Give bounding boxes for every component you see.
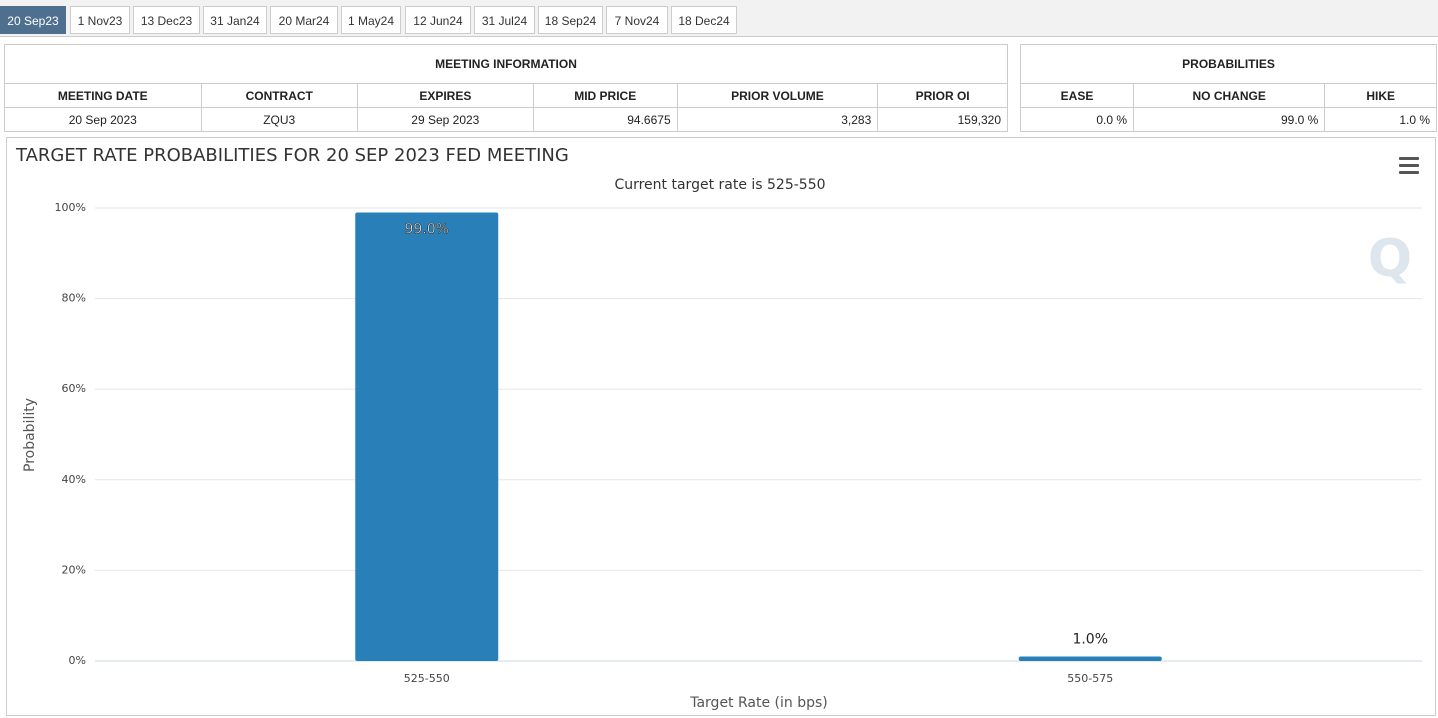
tab[interactable]: 31 Jan24 <box>203 6 267 34</box>
probabilities-table: PROBABILITIES EASE NO CHANGE HIKE 0.0 % 99.0 … <box>1019 44 1437 132</box>
column-header: MID PRICE <box>532 83 678 108</box>
y-tick-label: 40% <box>62 473 86 486</box>
column-header: HIKE <box>1324 83 1437 108</box>
column-header: MEETING DATE <box>4 83 202 108</box>
tab-bar: 20 Sep23 1 Nov23 13 Dec23 31 Jan24 20 Mar24 1… <box>0 0 1438 37</box>
y-tick-label: 20% <box>62 563 86 576</box>
y-tick-label: 100% <box>55 201 86 214</box>
x-tick-label: 550-575 <box>1067 672 1113 685</box>
chart-panel <box>6 137 1436 716</box>
tab[interactable]: 7 Nov24 <box>606 6 668 34</box>
tab[interactable]: 18 Sep24 <box>538 6 603 34</box>
title-row: PROBABILITIES <box>1020 44 1437 84</box>
y-tick-label: 60% <box>62 382 86 395</box>
cell: 29 Sep 2023 <box>356 107 534 132</box>
menu-button[interactable] <box>1399 157 1419 174</box>
y-tick-label: 0% <box>69 654 86 667</box>
tab[interactable]: 13 Dec23 <box>133 6 200 34</box>
header-row: MEETING DATE CONTRACT EXPIRES MID PRICE PRIO… <box>4 83 1008 108</box>
y-tick-label: 80% <box>62 292 86 305</box>
chart-title: TARGET RATE PROBABILITIES FOR 20 SEP 202… <box>15 145 569 166</box>
cell: 20 Sep 2023 <box>4 107 202 132</box>
menu-bar[interactable] <box>1399 164 1419 167</box>
data-row: 20 Sep 2023 ZQU3 29 Sep 2023 94.6675 3,283 15… <box>4 107 1008 132</box>
x-axis-label: Target Rate (in bps) <box>689 695 828 711</box>
cell: 1.0 % <box>1324 107 1437 132</box>
header-row: EASE NO CHANGE HIKE <box>1019 83 1437 108</box>
menu-bar[interactable] <box>1399 171 1419 174</box>
tab[interactable]: 12 Jun24 <box>405 6 471 34</box>
cell: 3,283 <box>676 107 879 132</box>
meeting-info-table: MEETING INFORMATION MEETING DATE CONTRACT E… <box>4 44 1008 132</box>
tab[interactable]: 1 May24 <box>341 6 401 34</box>
cell: 0.0 % <box>1019 107 1135 132</box>
tab[interactable]: 31 Jul24 <box>474 6 535 34</box>
chart-subtitle: Current target rate is 525-550 <box>614 177 825 193</box>
tab[interactable]: 20 Sep23 <box>0 6 66 34</box>
column-header: NO CHANGE <box>1133 83 1326 108</box>
tab[interactable]: 20 Mar24 <box>270 6 338 34</box>
cell: 94.6675 <box>532 107 678 132</box>
bar <box>1018 656 1162 661</box>
data-row: 0.0 % 99.0 % 1.0 % <box>1019 107 1437 132</box>
menu-bar[interactable] <box>1399 157 1419 160</box>
y-axis-label: Probability <box>22 398 38 472</box>
cell: 159,320 <box>877 107 1008 132</box>
table-title: PROBABILITIES <box>1020 44 1437 84</box>
bar-value-label: 1.0% <box>1072 631 1108 647</box>
tab[interactable]: 1 Nov23 <box>70 6 130 34</box>
logo: Q <box>1368 229 1412 289</box>
bar-value-label: 99.0% <box>405 222 449 238</box>
cell: 99.0 % <box>1133 107 1326 132</box>
cell: ZQU3 <box>200 107 358 132</box>
bar <box>355 212 499 661</box>
x-tick-label: 525-550 <box>404 672 450 685</box>
tab[interactable]: 18 Dec24 <box>671 6 737 34</box>
